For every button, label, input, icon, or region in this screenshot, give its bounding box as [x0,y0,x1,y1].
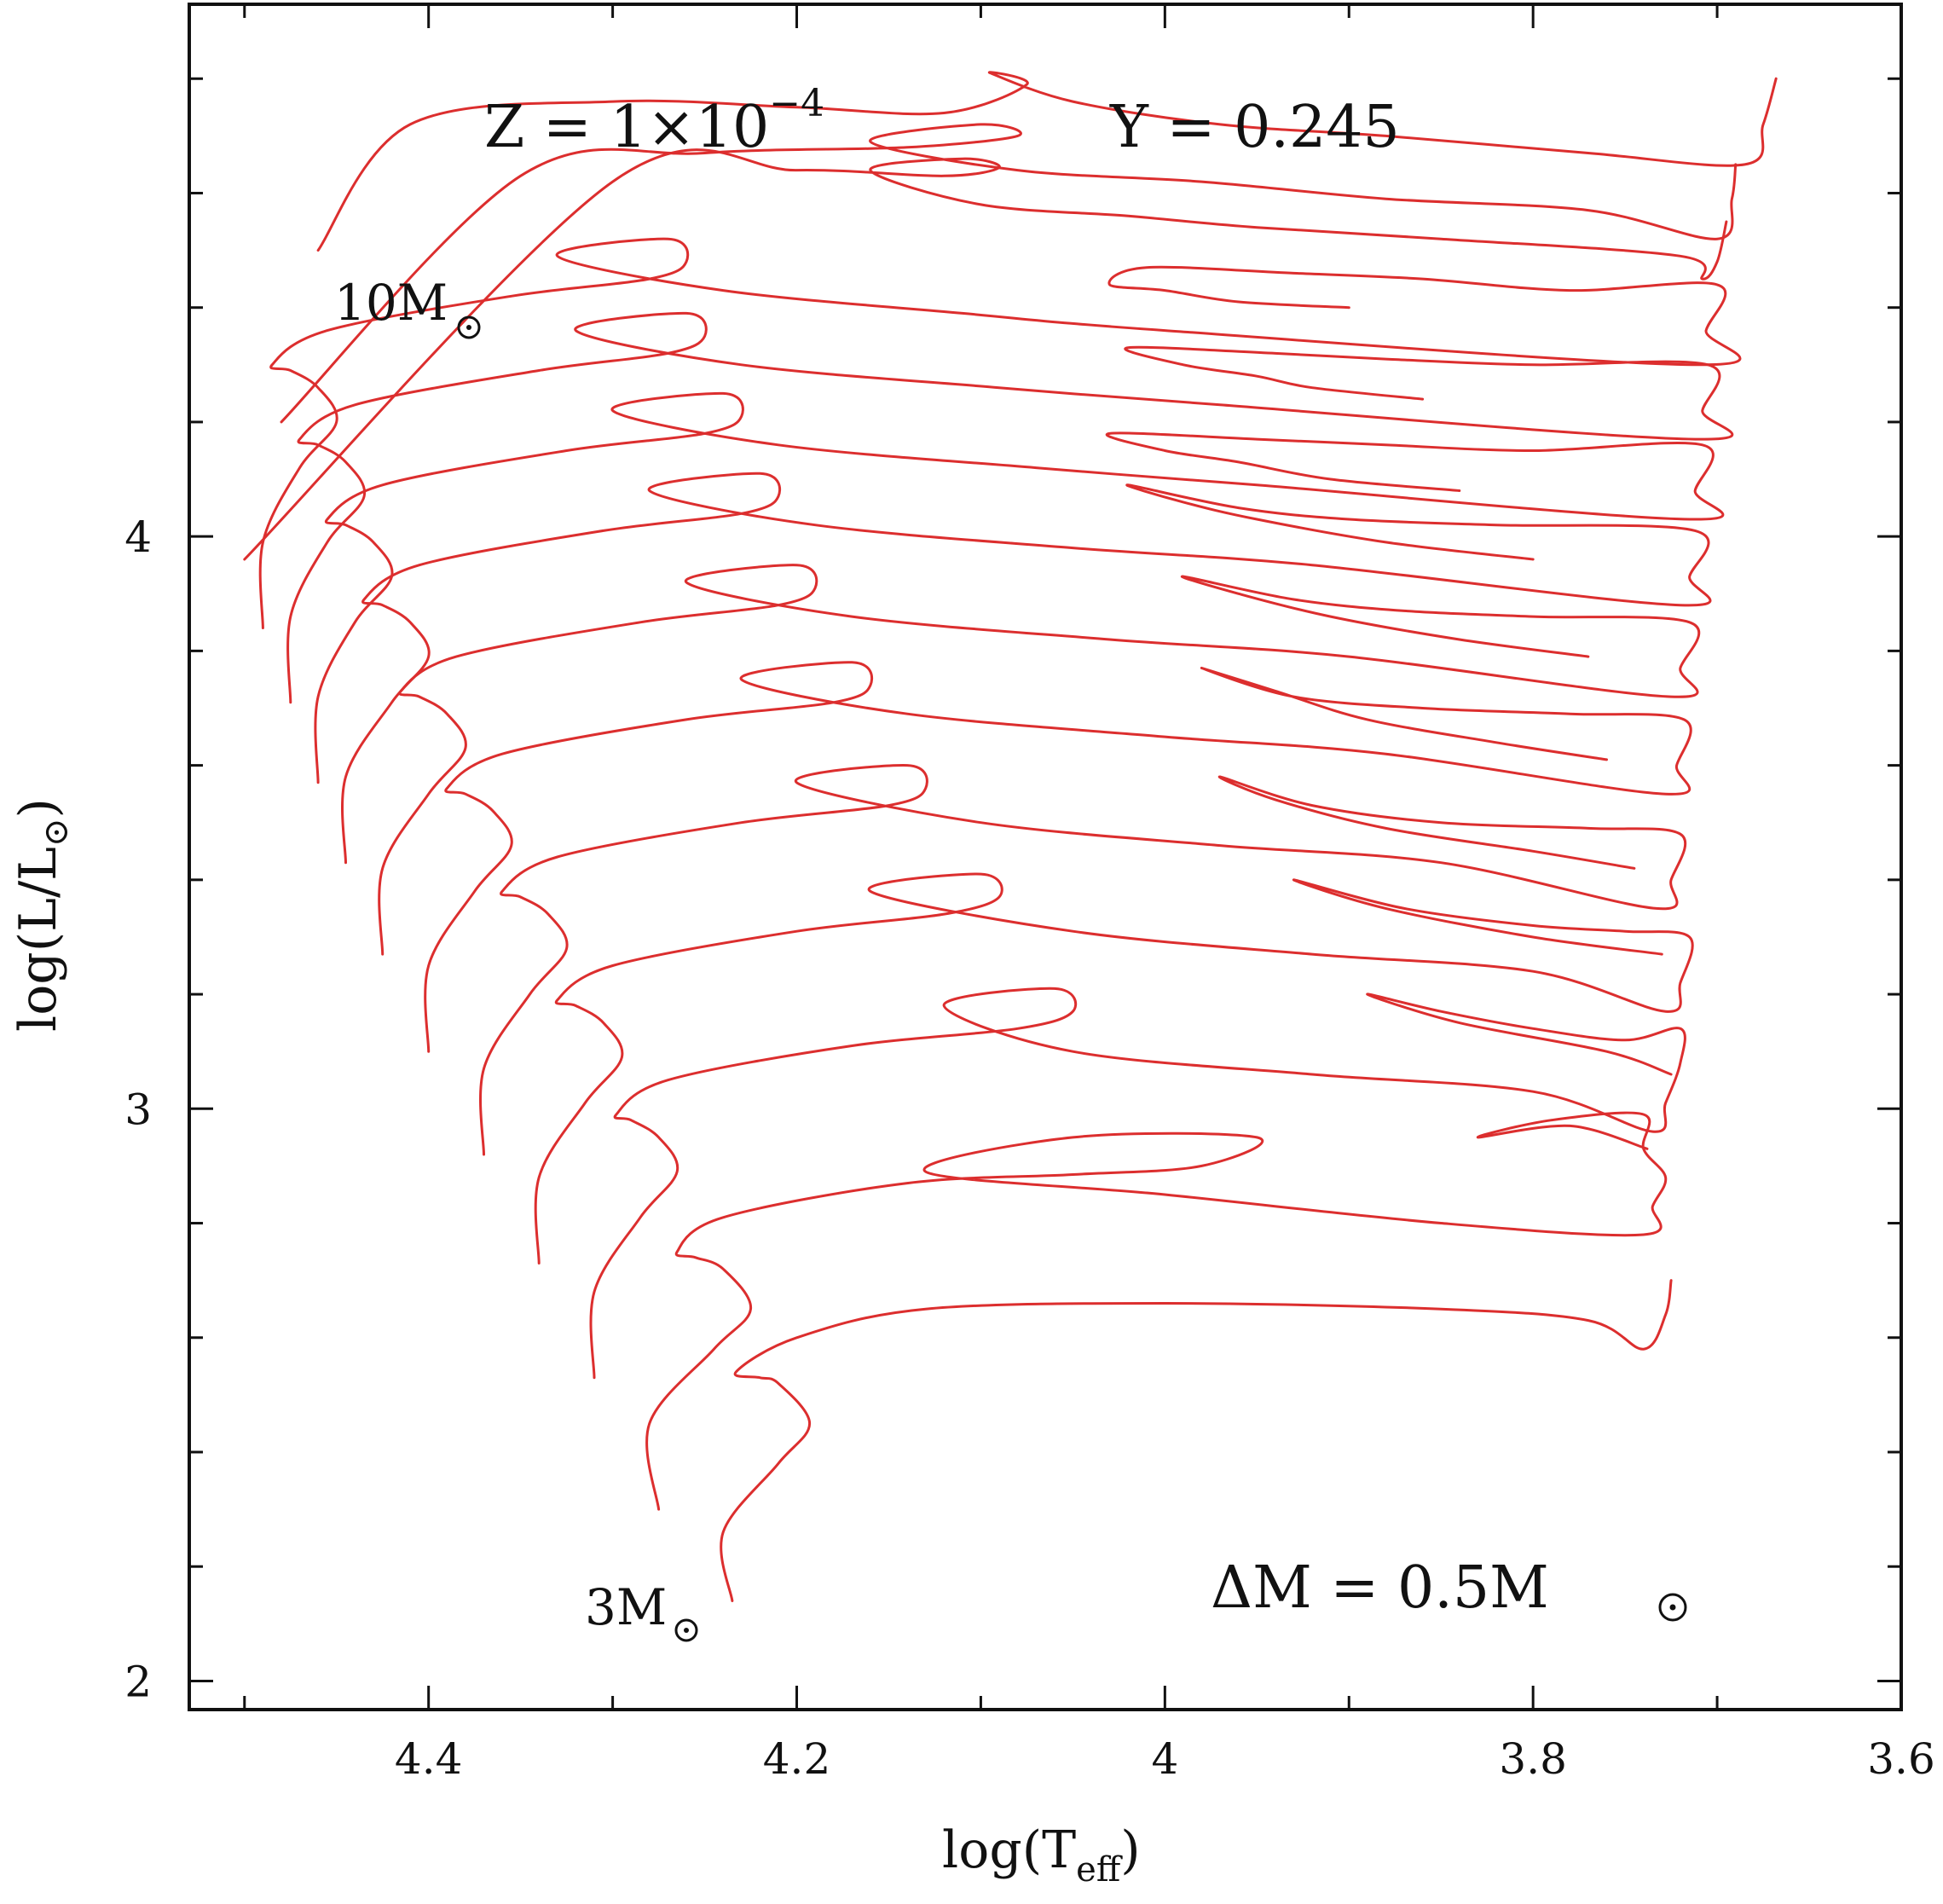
tick-labels: 4.4 4.2 4 3.8 3.6 2 3 4 [124,512,1935,1784]
x-tick-label: 4 [1151,1734,1178,1784]
track-4.0-msun [589,987,1686,1380]
sun-symbol-bottom-label [674,1618,698,1642]
plot-frame [188,3,1903,1711]
metallicity-annotation: Z = 1×10−4 [484,82,824,161]
track-5.5-msun [424,661,1692,1053]
y-axis-title-group: log(L/L⊙) [9,798,76,1032]
track-3.5-msun [645,1111,1668,1511]
track-9.0-msun [280,123,1738,424]
y-tick-label: 4 [124,512,152,562]
track-4.5-msun [534,872,1694,1265]
x-tick-label: 3.8 [1499,1734,1567,1784]
helium-annotation: Y = 0.245 [1109,94,1400,161]
y-axis-title: log(L/L⊙) [9,798,76,1032]
track-7.0-msun [314,391,1725,784]
sun-symbol-mass-step [1658,1593,1687,1622]
label-3-msun: 3M [585,1578,667,1636]
track-10.0-msun [316,71,1778,252]
sun-symbol-top-label [457,315,481,339]
x-tick-label: 3.6 [1867,1734,1935,1784]
x-tick-label: 4.4 [395,1734,463,1784]
track-5.0-msun [479,764,1687,1156]
x-tick-label: 4.2 [763,1734,831,1784]
track-8.0-msun [258,237,1742,629]
evolutionary-tracks [243,71,1778,1602]
y-tick-label: 2 [124,1657,152,1706]
track-8.5-msun [243,148,1728,561]
track-7.5-msun [286,311,1734,704]
y-tick-label: 3 [124,1085,152,1134]
track-6.0-msun [378,564,1701,956]
x-axis-title: log(Teff) [942,1820,1141,1890]
track-6.5-msun [341,472,1712,865]
axis-ticks [189,4,1903,1710]
track-3.0-msun [720,1279,1673,1602]
mass-step-annotation: ΔM = 0.5M [1211,1554,1549,1622]
metallicity-exponent: −4 [769,82,824,125]
label-10-msun: 10M [334,274,448,332]
